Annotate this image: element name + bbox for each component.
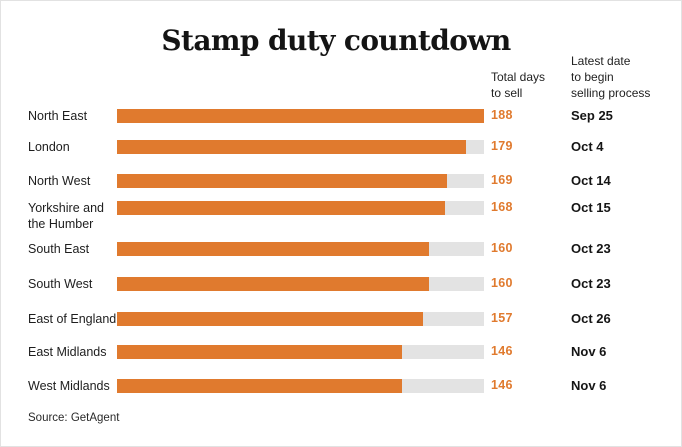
bar [117, 312, 423, 326]
total-days-value: 160 [491, 276, 513, 290]
latest-date-value: Oct 4 [571, 139, 604, 154]
category-label: Yorkshire and the Humber [28, 201, 104, 231]
total-days-value: 160 [491, 241, 513, 255]
category-label: South East [28, 242, 90, 256]
total-days-value: 157 [491, 311, 513, 325]
bar-end-divider [484, 379, 487, 393]
bar [117, 277, 429, 291]
bar-end-divider [484, 312, 487, 326]
bar-end-divider [484, 277, 487, 291]
category-label: East Midlands [28, 345, 107, 359]
category-label: East of England [28, 312, 117, 326]
bar [117, 242, 429, 256]
bar-track [117, 109, 484, 123]
total-days-value: 146 [491, 344, 513, 358]
bar-end-divider [484, 201, 487, 215]
total-days-value: 168 [491, 200, 513, 214]
total-days-value: 179 [491, 139, 513, 153]
bar-track [117, 277, 484, 291]
total-days-value: 188 [491, 108, 513, 122]
latest-date-value: Oct 15 [571, 200, 611, 215]
bar-end-divider [484, 174, 487, 188]
bar-track [117, 140, 484, 154]
bar-end-divider [484, 109, 487, 123]
latest-date-column-header: Latest date to begin selling process [571, 54, 651, 100]
category-label: North West [28, 174, 91, 188]
bar [117, 379, 402, 393]
source-note: Source: GetAgent [28, 412, 120, 424]
bar [117, 174, 447, 188]
category-label: London [28, 140, 70, 154]
bar-track [117, 312, 484, 326]
latest-date-value: Oct 23 [571, 276, 611, 291]
bar-track [117, 345, 484, 359]
bar [117, 201, 445, 215]
chart-title: Stamp duty countdown [161, 24, 511, 57]
latest-date-value: Oct 23 [571, 241, 611, 256]
bar-track [117, 379, 484, 393]
latest-date-value: Oct 26 [571, 311, 611, 326]
bar-end-divider [484, 140, 487, 154]
category-label: South West [28, 277, 93, 291]
category-label: West Midlands [28, 379, 110, 393]
total-days-column-header: Total days to sell [491, 70, 546, 100]
total-days-value: 146 [491, 378, 513, 392]
bar [117, 345, 402, 359]
total-days-value: 169 [491, 173, 513, 187]
bar [117, 140, 466, 154]
latest-date-value: Nov 6 [571, 344, 607, 359]
latest-date-value: Sep 25 [571, 108, 613, 123]
latest-date-value: Oct 14 [571, 173, 611, 188]
bar-end-divider [484, 345, 487, 359]
category-label: North East [28, 109, 88, 123]
latest-date-value: Nov 6 [571, 378, 607, 393]
bar [117, 109, 484, 123]
bar-track [117, 242, 484, 256]
bar-end-divider [484, 242, 487, 256]
bar-track [117, 174, 484, 188]
bar-track [117, 201, 484, 215]
